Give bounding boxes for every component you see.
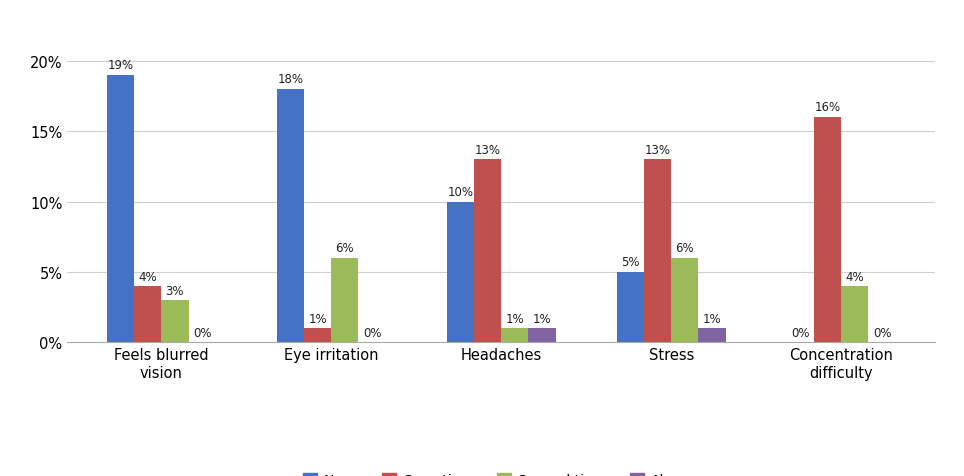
Bar	[277, 89, 304, 343]
Text: 19%: 19%	[107, 59, 134, 72]
Text: 5%: 5%	[621, 256, 640, 269]
Bar	[332, 258, 359, 343]
Text: 10%: 10%	[447, 186, 473, 198]
Text: 6%: 6%	[335, 242, 354, 255]
Bar	[671, 258, 699, 343]
Text: 4%: 4%	[139, 270, 157, 283]
Bar	[161, 300, 189, 343]
Text: 0%: 0%	[193, 326, 211, 339]
Text: 6%: 6%	[676, 242, 694, 255]
Bar	[304, 328, 332, 343]
Text: 1%: 1%	[533, 312, 551, 325]
Bar	[528, 328, 555, 343]
Text: 16%: 16%	[815, 101, 841, 114]
Bar	[699, 328, 726, 343]
Text: 13%: 13%	[645, 143, 671, 157]
Text: 3%: 3%	[166, 284, 184, 297]
Bar	[134, 287, 161, 343]
Text: 18%: 18%	[278, 73, 304, 86]
Bar	[617, 272, 644, 343]
Bar	[474, 160, 501, 343]
Text: 1%: 1%	[703, 312, 721, 325]
Text: 0%: 0%	[872, 326, 892, 339]
Bar	[842, 287, 869, 343]
Bar	[814, 118, 842, 343]
Legend: Never, Sometimes, Several times, Always: Never, Sometimes, Several times, Always	[298, 467, 705, 476]
Text: 4%: 4%	[845, 270, 864, 283]
Text: 1%: 1%	[308, 312, 327, 325]
Bar	[107, 76, 134, 343]
Text: 0%: 0%	[791, 326, 810, 339]
Bar	[501, 328, 528, 343]
Bar	[447, 202, 474, 343]
Text: 1%: 1%	[505, 312, 524, 325]
Text: 13%: 13%	[474, 143, 500, 157]
Bar	[644, 160, 671, 343]
Text: 0%: 0%	[362, 326, 382, 339]
